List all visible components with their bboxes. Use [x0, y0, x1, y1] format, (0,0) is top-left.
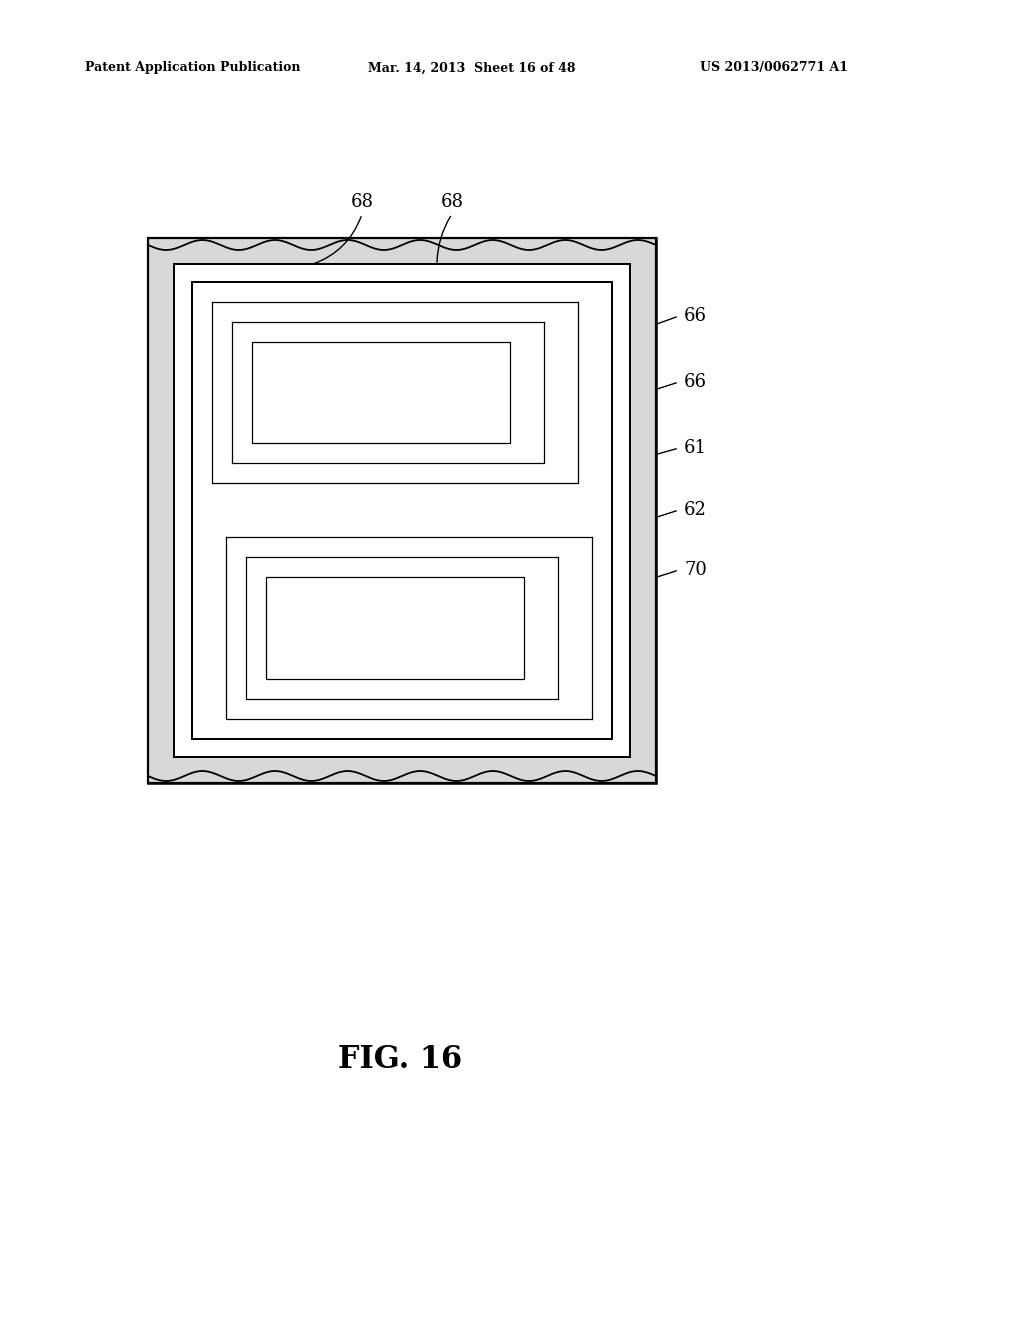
Bar: [630, 264, 656, 756]
Bar: [212, 302, 578, 483]
Text: US 2013/0062771 A1: US 2013/0062771 A1: [700, 62, 848, 74]
Bar: [148, 238, 656, 783]
Text: 70: 70: [684, 561, 707, 579]
Bar: [193, 282, 612, 739]
Bar: [266, 577, 524, 678]
Bar: [193, 282, 612, 739]
Text: 61: 61: [684, 440, 707, 457]
Text: 66: 66: [684, 374, 707, 391]
Bar: [174, 264, 630, 282]
Text: 62: 62: [684, 502, 707, 519]
Bar: [174, 264, 630, 756]
Bar: [174, 264, 630, 756]
Bar: [148, 756, 656, 783]
Bar: [252, 342, 510, 444]
Text: 68: 68: [440, 193, 464, 211]
Bar: [174, 282, 193, 739]
Bar: [193, 282, 612, 739]
Bar: [174, 739, 630, 756]
Bar: [246, 557, 572, 700]
Bar: [266, 577, 524, 678]
Bar: [148, 238, 656, 783]
Bar: [193, 282, 612, 739]
Bar: [174, 264, 630, 756]
Bar: [246, 557, 558, 700]
Text: Mar. 14, 2013  Sheet 16 of 48: Mar. 14, 2013 Sheet 16 of 48: [368, 62, 575, 74]
Text: FIG. 16: FIG. 16: [338, 1044, 462, 1076]
Bar: [148, 238, 656, 264]
Text: Patent Application Publication: Patent Application Publication: [85, 62, 300, 74]
Bar: [252, 342, 524, 444]
Bar: [612, 282, 630, 739]
Bar: [252, 342, 510, 444]
Bar: [148, 264, 174, 756]
Bar: [266, 577, 538, 678]
Bar: [232, 322, 558, 463]
Text: 66: 66: [684, 308, 707, 325]
Bar: [226, 537, 592, 719]
Bar: [232, 322, 544, 463]
Text: 68: 68: [350, 193, 374, 211]
